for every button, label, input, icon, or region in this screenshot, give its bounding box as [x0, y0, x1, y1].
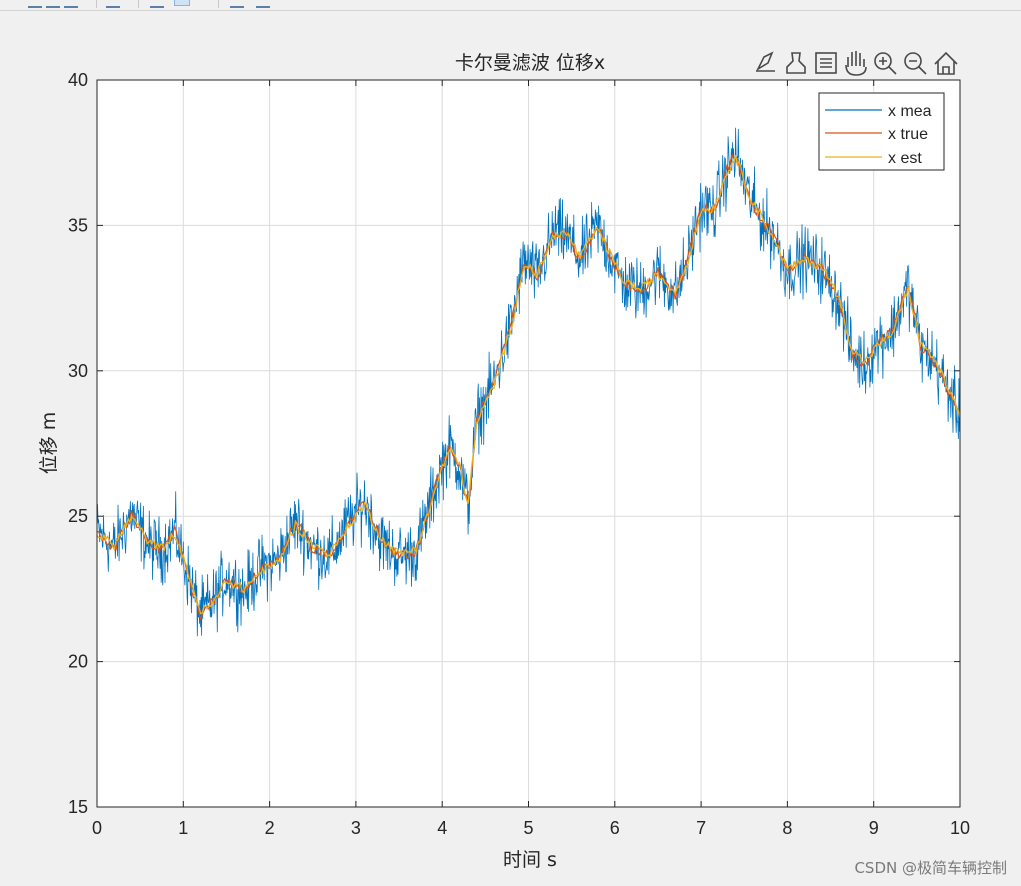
property-inspector-button[interactable] — [230, 0, 244, 8]
insert-legend-button[interactable] — [174, 0, 190, 6]
figure-canvas: 0 1 2 3 4 5 6 7 8 9 10 15 20 25 30 35 40 卡尔曼滤波 位移x 时间 s … — [0, 11, 1021, 886]
datatip-icon[interactable] — [815, 52, 837, 74]
x-tick-label: 10 — [950, 818, 970, 838]
toolbar-separator — [218, 0, 220, 8]
figure-toolbar — [0, 0, 1021, 11]
brush-tool-button[interactable] — [106, 0, 120, 8]
y-tick-label: 20 — [68, 652, 88, 672]
pan-icon[interactable] — [845, 51, 867, 76]
x-tick-label: 4 — [437, 818, 447, 838]
chart-title: 卡尔曼滤波 位移x — [455, 52, 605, 74]
datatip-tool-button[interactable] — [64, 0, 78, 8]
y-tick-label: 25 — [68, 506, 88, 526]
toolbar-separator — [96, 0, 98, 8]
y-tick-label: 15 — [68, 797, 88, 817]
insert-colorbar-button[interactable] — [150, 0, 164, 8]
series-lines — [97, 127, 960, 637]
series-line-x-est — [97, 154, 960, 615]
legend-entry-est: x est — [888, 150, 922, 167]
series-line-x-mea — [97, 127, 960, 637]
x-tick-label: 5 — [523, 818, 533, 838]
x-tick-label: 7 — [696, 818, 706, 838]
zoom-in-icon[interactable] — [874, 52, 897, 75]
x-tick-label: 0 — [92, 818, 102, 838]
zoom-in-tool-button[interactable] — [28, 0, 42, 8]
export-icon[interactable] — [756, 51, 775, 72]
x-axis-label: 时间 s — [503, 849, 557, 871]
x-tick-label: 2 — [265, 818, 275, 838]
legend[interactable]: x mea x true x est — [818, 92, 945, 171]
y-axis-label: 位移 m — [38, 412, 60, 475]
ticks: 0 1 2 3 4 5 6 7 8 9 10 15 20 25 30 35 40 — [68, 70, 970, 838]
x-tick-label: 6 — [610, 818, 620, 838]
legend-entry-true: x true — [888, 126, 928, 143]
watermark: CSDN @极简车辆控制 — [854, 859, 1007, 877]
pan-tool-button[interactable] — [46, 0, 60, 8]
x-tick-label: 9 — [869, 818, 879, 838]
x-tick-label: 3 — [351, 818, 361, 838]
axes-toolbar — [756, 51, 958, 76]
x-tick-label: 8 — [782, 818, 792, 838]
plot-tools-button[interactable] — [256, 0, 270, 8]
toolbar-separator — [138, 0, 140, 8]
y-tick-label: 35 — [68, 215, 88, 235]
y-tick-label: 40 — [68, 70, 88, 90]
zoom-out-icon[interactable] — [904, 52, 927, 75]
home-icon[interactable] — [934, 51, 958, 75]
brush-icon[interactable] — [786, 52, 806, 74]
x-tick-label: 1 — [178, 818, 188, 838]
legend-entry-mea: x mea — [888, 103, 932, 120]
y-tick-label: 30 — [68, 361, 88, 381]
